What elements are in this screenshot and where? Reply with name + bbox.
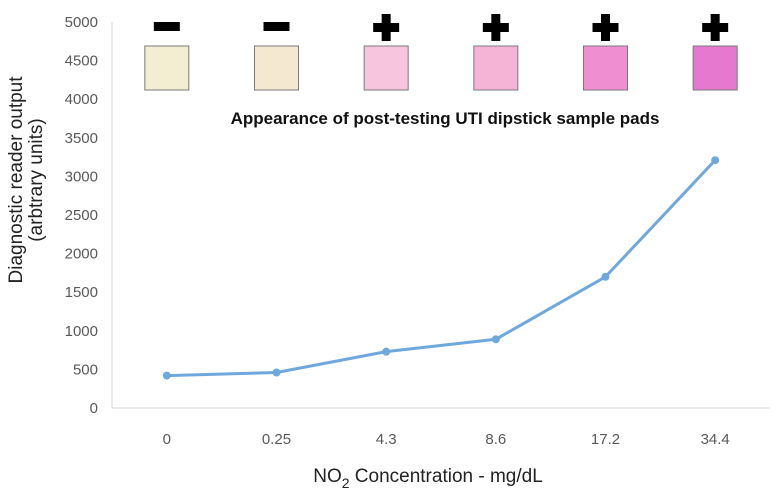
- x-axis-title: NO2 Concentration - mg/dL: [313, 466, 543, 491]
- y-tick-label: 3000: [65, 168, 98, 185]
- x-axis-title-rest: Concentration - mg/dL: [350, 466, 543, 487]
- x-tick-labels: 0 0.25 4.3 8.6 17.2 34.4: [163, 431, 730, 448]
- x-axis-title-main: NO: [313, 466, 342, 487]
- y-tick-label: 1500: [65, 284, 98, 301]
- plus-icon: [373, 14, 400, 41]
- y-tick-label: 4000: [65, 91, 98, 108]
- sample-pad: [363, 14, 409, 91]
- data-point: [711, 156, 720, 165]
- plus-icon: [702, 14, 729, 41]
- data-point: [272, 368, 281, 377]
- pad-swatch: [583, 45, 628, 91]
- pad-swatch: [692, 45, 738, 91]
- pad-swatch: [473, 45, 519, 91]
- minus-icon: [153, 22, 180, 31]
- y-tick-label: 1000: [65, 323, 98, 340]
- data-point: [382, 347, 391, 356]
- y-tick-label: 0: [90, 400, 98, 417]
- y-tick-label: 2000: [65, 246, 98, 263]
- data-point: [491, 335, 500, 344]
- series-group: [162, 156, 720, 380]
- x-axis-title-subscript: 2: [342, 475, 350, 491]
- plus-icon: [482, 14, 509, 41]
- sample-pad: [144, 22, 190, 91]
- x-tick-label: 0: [163, 431, 171, 448]
- sample-pad: [473, 14, 519, 91]
- y-axis-title-line1: Diagnostic reader output: [6, 76, 27, 284]
- sample-pad: [254, 22, 299, 91]
- x-tick-label: 0.25: [262, 431, 291, 448]
- y-tick-label: 2500: [65, 207, 98, 224]
- y-tick-label: 4500: [65, 53, 98, 70]
- sample-pad: [583, 14, 628, 91]
- pads-annotation: Appearance of post-testing UTI dipstick …: [231, 109, 660, 128]
- sample-pads: [144, 14, 738, 91]
- pad-swatch: [363, 45, 409, 91]
- pad-swatch: [254, 45, 299, 91]
- y-axis-title-line2: (arbtrary units): [26, 118, 47, 242]
- y-tick-label: 5000: [65, 14, 98, 31]
- x-tick-label: 4.3: [376, 431, 397, 448]
- plus-icon: [592, 14, 619, 41]
- x-tick-label: 34.4: [701, 431, 730, 448]
- x-tick-label: 17.2: [591, 431, 620, 448]
- y-tick-label: 500: [73, 361, 98, 378]
- y-tick-label: 3500: [65, 130, 98, 147]
- data-point: [162, 371, 171, 380]
- series-line: [166, 159, 717, 378]
- data-point: [601, 272, 610, 281]
- sample-pad: [692, 14, 738, 91]
- minus-icon: [263, 22, 290, 31]
- x-tick-label: 8.6: [485, 431, 506, 448]
- y-tick-labels: 0 500 1000 1500 2000 2500 3000 3500 4000 4500 5000: [65, 14, 98, 417]
- pad-swatch: [144, 45, 190, 91]
